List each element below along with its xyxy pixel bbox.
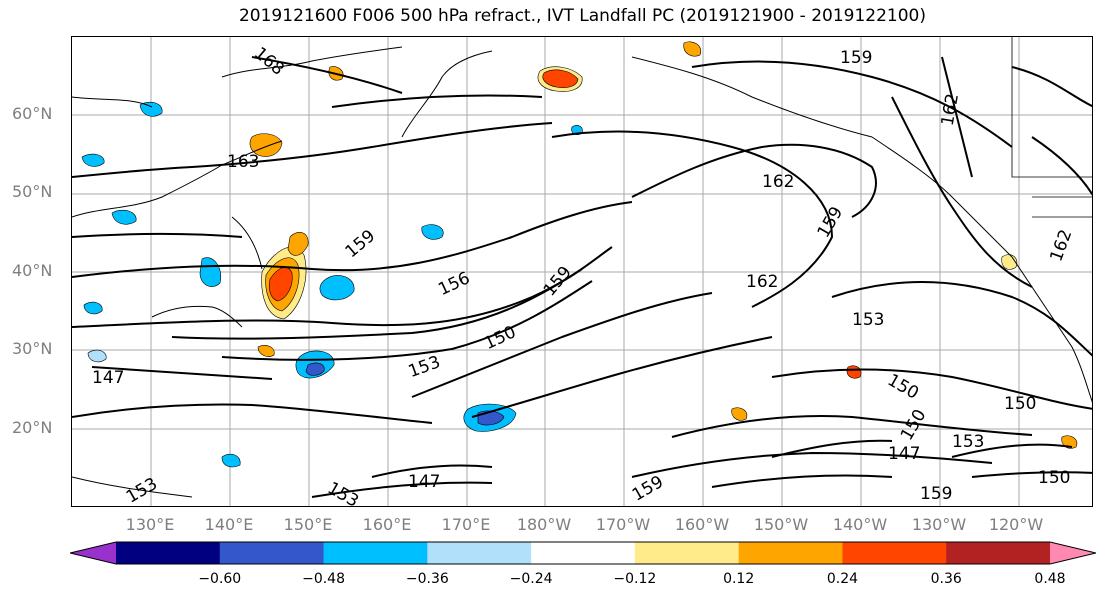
contour-label: 147 <box>408 472 440 492</box>
colorbar-segment <box>219 542 325 564</box>
contour-label: 159 <box>814 203 848 241</box>
map-panel: 168 163 159 162 159 159 162 156 159 162 … <box>71 36 1093 507</box>
contour-lines <box>72 56 1092 498</box>
colorbar-segment <box>634 542 740 564</box>
fill-blob <box>305 362 325 376</box>
lon-label: 180°W <box>516 515 572 534</box>
fill-blob <box>199 257 222 287</box>
fill-blob <box>83 301 103 315</box>
colorbar-segment <box>116 542 221 564</box>
fill-blob <box>319 275 355 301</box>
lat-label: 20°N <box>12 418 53 437</box>
contour-label: 153 <box>406 352 443 382</box>
lat-label: 30°N <box>12 339 53 358</box>
fill-blob <box>111 209 137 225</box>
lon-label: 120°W <box>988 515 1044 534</box>
contour-label: 147 <box>92 368 124 388</box>
lon-label: 160°W <box>674 515 730 534</box>
contour-label: 162 <box>746 272 778 292</box>
fill-blob <box>257 345 275 357</box>
colorbar-tick-label: −0.48 <box>302 571 345 587</box>
fill-blob <box>87 349 107 363</box>
lon-label: 170°W <box>595 515 651 534</box>
lat-label: 50°N <box>12 182 53 201</box>
colorbar-tick-label: 0.24 <box>826 571 859 587</box>
fill-blob <box>1061 435 1078 449</box>
contour-label: 153 <box>952 432 984 452</box>
contour-label: 159 <box>342 226 380 262</box>
lon-label: 150°E <box>283 515 333 534</box>
contour-label: 163 <box>227 152 259 172</box>
colorbar-tick-label: 0.36 <box>930 571 962 587</box>
colorbar-tick-label: −0.12 <box>613 571 657 587</box>
lon-label: 140°W <box>832 515 888 534</box>
contour-label: 159 <box>840 48 872 68</box>
fill-blob <box>287 232 309 256</box>
contour-label: 147 <box>888 444 920 464</box>
coastlines <box>72 37 1092 498</box>
fill-blob <box>81 153 105 167</box>
fill-blob <box>846 365 862 379</box>
fill-blob <box>421 224 444 240</box>
fill-blob <box>221 453 241 468</box>
contour-label: 159 <box>920 484 952 504</box>
fill-blob <box>139 101 163 117</box>
colorbar <box>70 541 1096 565</box>
contour-label: 162 <box>762 172 794 192</box>
lon-label: 150°W <box>753 515 809 534</box>
fill-blob <box>731 407 748 421</box>
colorbar-tick-label: −0.60 <box>198 571 242 587</box>
fill-blob <box>542 69 579 89</box>
map-title: 2019121600 F006 500 hPa refract., IVT La… <box>238 6 926 26</box>
contour-label: 153 <box>324 478 362 507</box>
contour-label: 153 <box>852 310 884 330</box>
contour-label: 150 <box>1038 468 1070 488</box>
colorbar-tick-label: 0.12 <box>723 571 755 587</box>
contour-label: 162 <box>1046 227 1076 264</box>
colorbar-extend-low <box>70 542 116 564</box>
map-svg: 168 163 159 162 159 159 162 156 159 162 … <box>72 37 1092 507</box>
contour-label: 168 <box>250 43 288 79</box>
lat-label: 60°N <box>12 104 53 123</box>
lat-label: 40°N <box>12 261 53 280</box>
anomaly-fills <box>81 41 1078 468</box>
colorbar-segment <box>531 542 636 564</box>
colorbar-segment <box>323 542 428 564</box>
lon-label: 140°E <box>204 515 254 534</box>
contour-label: 156 <box>435 268 473 300</box>
contour-label: 150 <box>1004 394 1036 414</box>
fill-blob <box>683 41 702 57</box>
colorbar-segment <box>842 542 947 564</box>
contour-label: 153 <box>123 474 161 507</box>
colorbar-segment <box>946 542 1051 564</box>
colorbar-extend-high <box>1050 542 1096 564</box>
lon-label: 170°E <box>441 515 491 534</box>
colorbar-segment <box>427 542 532 564</box>
lon-label: 130°W <box>911 515 967 534</box>
colorbar-tick-label: −0.24 <box>509 571 553 587</box>
colorbar-segment <box>738 542 843 564</box>
fill-blob <box>249 133 283 157</box>
contour-label: 150 <box>884 370 922 404</box>
colorbar-tick-label: −0.36 <box>405 571 449 587</box>
colorbar-outline <box>70 541 1096 565</box>
contour-label-group: 168 163 159 162 159 159 162 156 159 162 … <box>92 43 1076 507</box>
fill-blob <box>1001 254 1018 270</box>
colorbar-tick-label: 0.48 <box>1034 571 1066 587</box>
lon-label: 130°E <box>125 515 175 534</box>
lon-label: 160°E <box>362 515 412 534</box>
